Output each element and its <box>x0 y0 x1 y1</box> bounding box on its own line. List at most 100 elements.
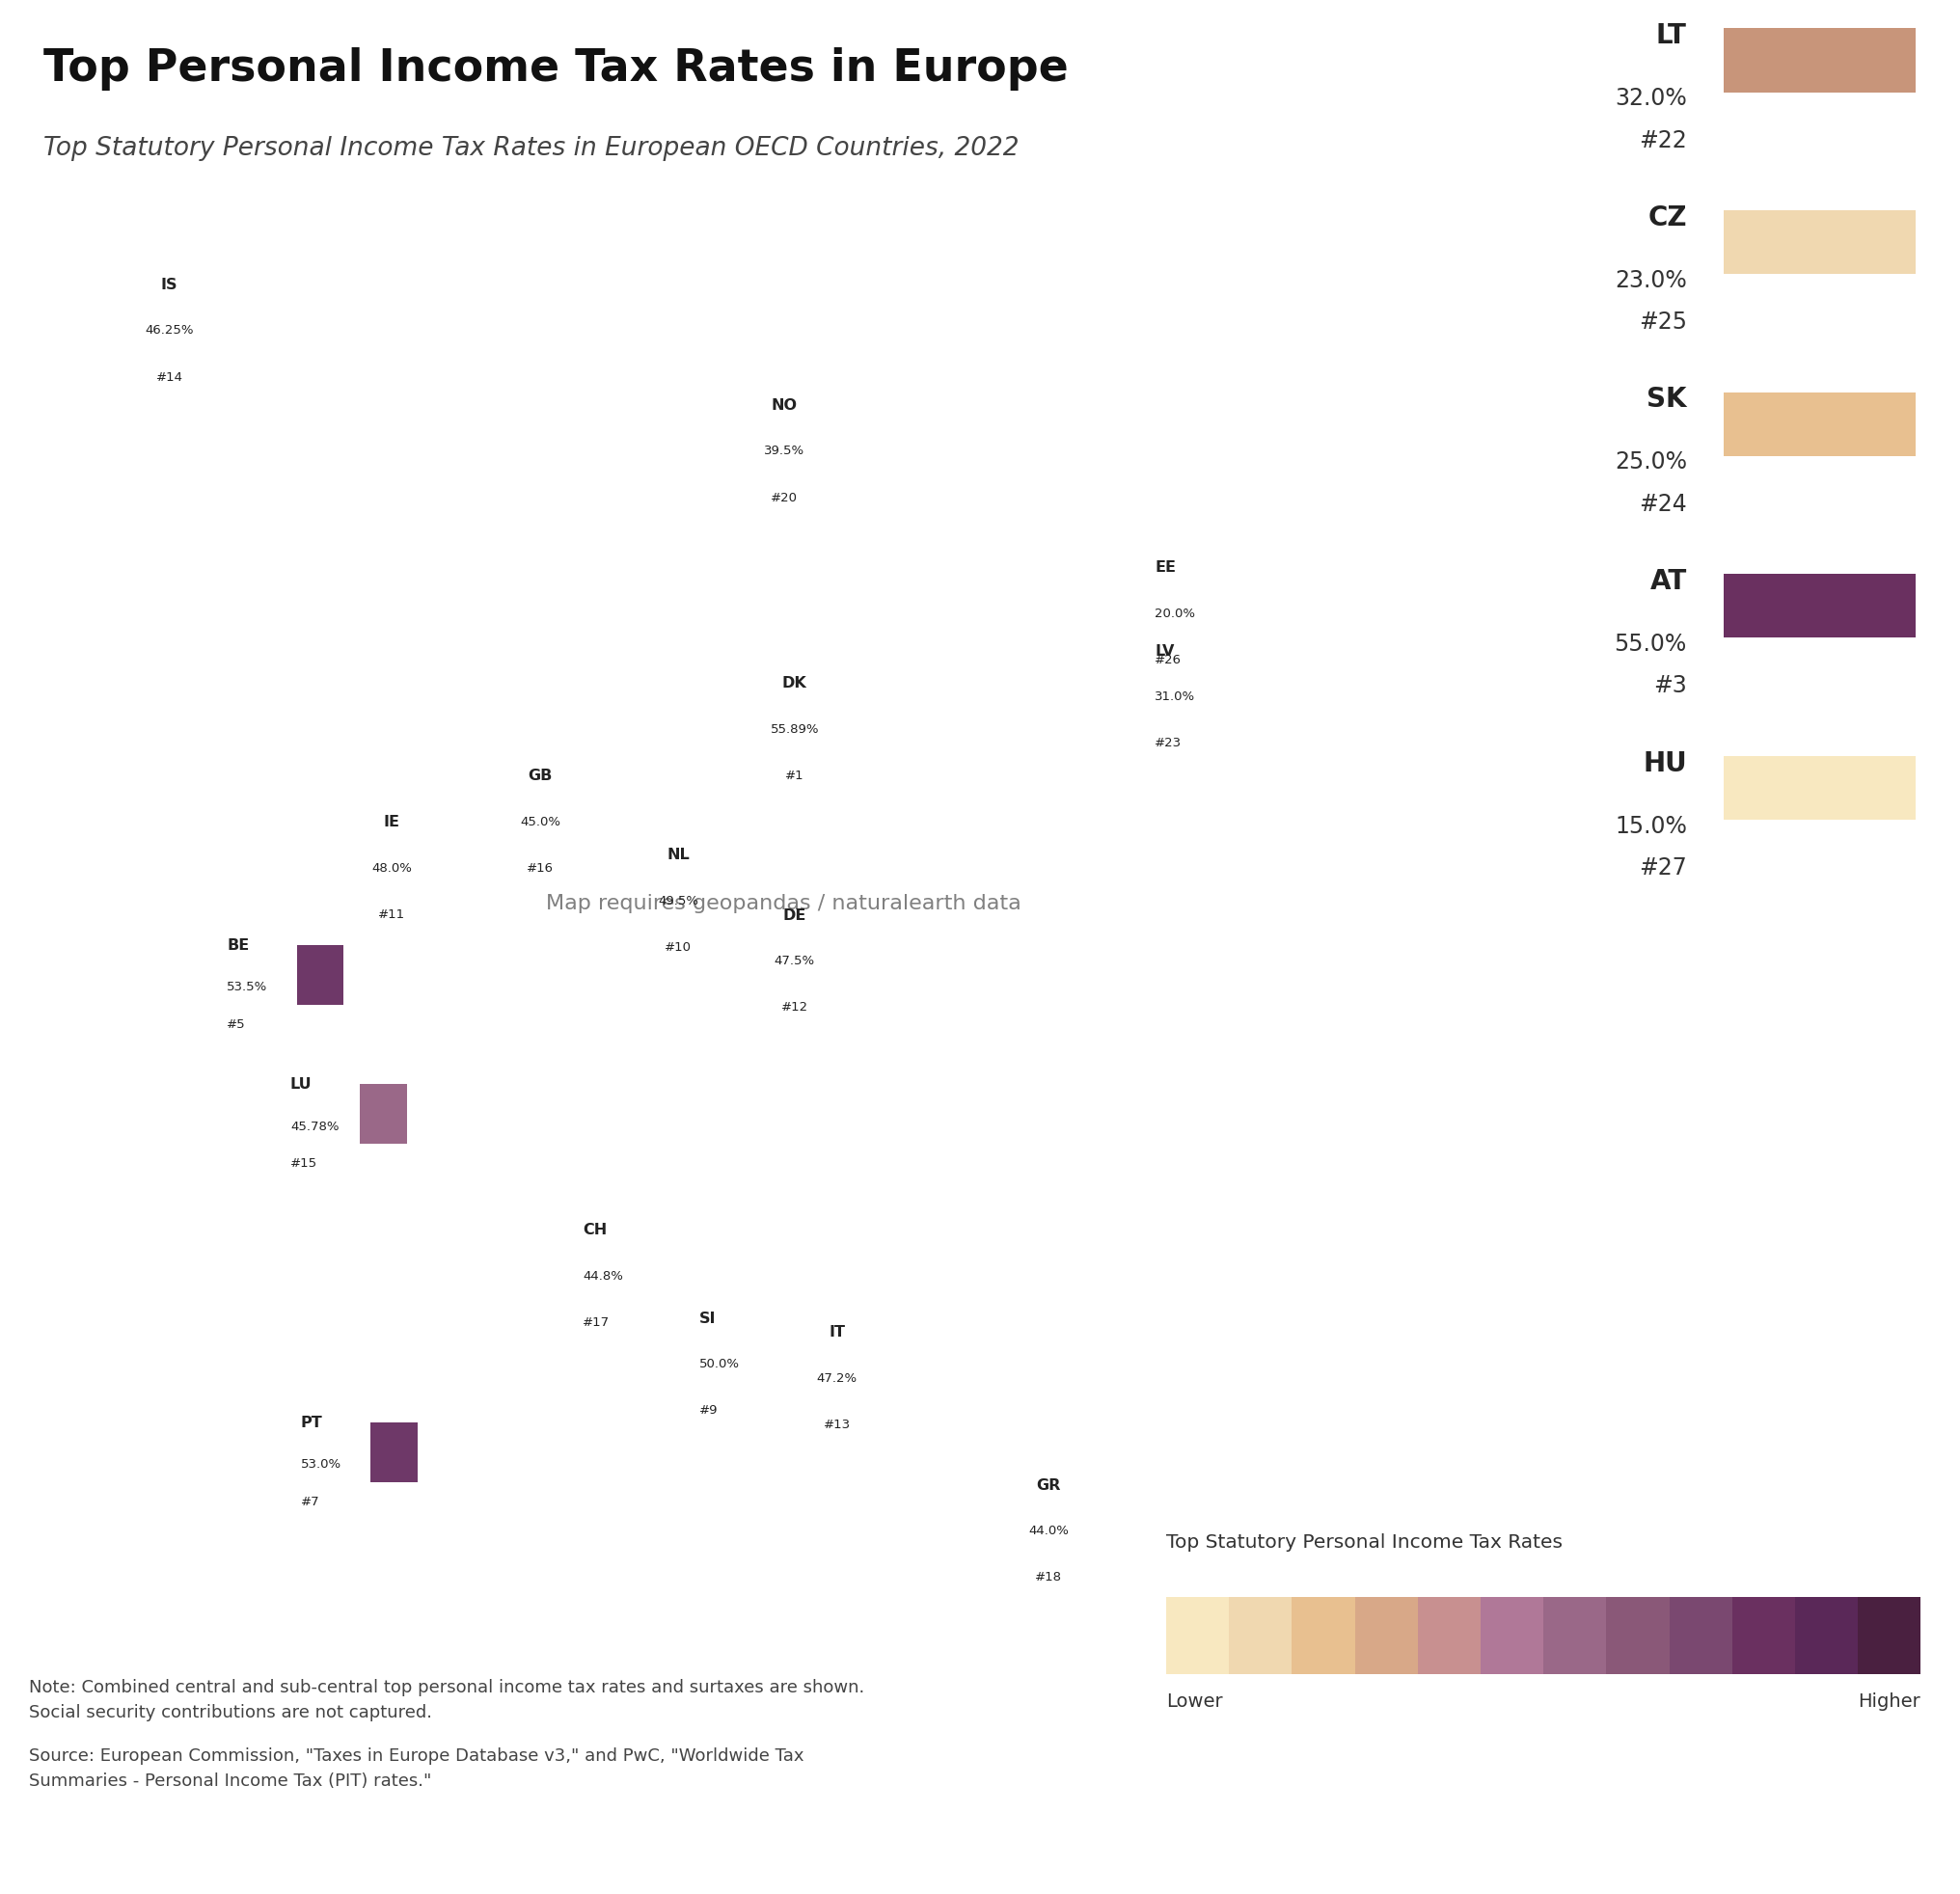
FancyBboxPatch shape <box>1354 1597 1417 1674</box>
Text: DK: DK <box>782 676 808 689</box>
Text: 50.0%: 50.0% <box>700 1358 739 1369</box>
Text: #3: #3 <box>1654 674 1688 697</box>
Text: #6: #6 <box>1135 398 1154 411</box>
FancyBboxPatch shape <box>1292 1597 1354 1674</box>
Text: Higher: Higher <box>1858 1691 1921 1710</box>
Text: Top Personal Income Tax Rates in Europe: Top Personal Income Tax Rates in Europe <box>43 47 1068 91</box>
Text: #15: #15 <box>290 1157 318 1169</box>
Text: ES: ES <box>488 1432 510 1445</box>
Text: #25: #25 <box>1639 311 1688 333</box>
Text: #20: #20 <box>770 491 798 504</box>
Text: 45.78%: 45.78% <box>290 1119 339 1133</box>
Text: #21: #21 <box>982 955 1009 968</box>
FancyBboxPatch shape <box>296 945 343 1006</box>
Text: 55.4%: 55.4% <box>606 1163 645 1176</box>
FancyBboxPatch shape <box>1858 1597 1921 1674</box>
Text: #27: #27 <box>1639 856 1688 879</box>
Text: DE: DE <box>782 907 806 922</box>
Text: CH: CH <box>582 1222 608 1237</box>
Text: SE: SE <box>933 398 955 413</box>
Text: NL: NL <box>666 847 690 862</box>
Text: LU: LU <box>290 1078 312 1091</box>
Text: TAX FOUNDATION: TAX FOUNDATION <box>29 1837 321 1864</box>
Text: FI: FI <box>1137 305 1152 320</box>
FancyBboxPatch shape <box>1723 30 1915 93</box>
Text: IT: IT <box>829 1324 845 1339</box>
Text: 53.0%: 53.0% <box>302 1458 341 1470</box>
FancyBboxPatch shape <box>1480 1597 1543 1674</box>
Text: @TaxFoundation: @TaxFoundation <box>1672 1837 1931 1864</box>
Text: #5: #5 <box>227 1017 245 1030</box>
Text: #22: #22 <box>1639 129 1688 152</box>
Text: 15.0%: 15.0% <box>1615 814 1688 837</box>
Text: #14: #14 <box>157 371 182 383</box>
Text: 48.0%: 48.0% <box>372 862 412 875</box>
Text: 39.5%: 39.5% <box>764 445 804 456</box>
Text: Lower: Lower <box>1166 1691 1223 1710</box>
Text: 52.27%: 52.27% <box>919 445 968 456</box>
Text: #13: #13 <box>823 1419 851 1430</box>
Text: 45.0%: 45.0% <box>519 816 561 828</box>
FancyBboxPatch shape <box>1543 1597 1607 1674</box>
FancyBboxPatch shape <box>1670 1597 1733 1674</box>
Text: SK: SK <box>1646 386 1688 413</box>
FancyBboxPatch shape <box>1607 1597 1670 1674</box>
Text: #24: #24 <box>1639 492 1688 515</box>
Text: #26: #26 <box>1154 653 1182 667</box>
Text: 32.0%: 32.0% <box>1615 87 1688 110</box>
FancyBboxPatch shape <box>1795 1597 1858 1674</box>
Text: FR: FR <box>613 1116 637 1131</box>
Text: 47.5%: 47.5% <box>774 955 815 968</box>
Text: 55.89%: 55.89% <box>770 724 819 735</box>
Text: PT: PT <box>302 1415 323 1430</box>
Text: 40.8%: 40.8% <box>1303 1510 1345 1523</box>
Text: AT: AT <box>1650 568 1688 595</box>
Text: 49.5%: 49.5% <box>659 894 698 907</box>
FancyBboxPatch shape <box>1723 394 1915 456</box>
Text: Top Statutory Personal Income Tax Rates: Top Statutory Personal Income Tax Rates <box>1166 1532 1562 1551</box>
Text: Top Statutory Personal Income Tax Rates in European OECD Countries, 2022: Top Statutory Personal Income Tax Rates … <box>43 136 1019 161</box>
Text: BE: BE <box>227 938 249 953</box>
FancyBboxPatch shape <box>1229 1597 1292 1674</box>
FancyBboxPatch shape <box>1166 1597 1229 1674</box>
Text: #2: #2 <box>615 1208 635 1222</box>
FancyBboxPatch shape <box>1417 1597 1480 1674</box>
Text: Source: European Commission, "Taxes in Europe Database v3," and PwC, "Worldwide : Source: European Commission, "Taxes in E… <box>29 1746 804 1790</box>
Text: #8: #8 <box>933 491 953 504</box>
Text: 31.0%: 31.0% <box>1154 689 1196 703</box>
Text: 44.8%: 44.8% <box>582 1269 623 1282</box>
Text: IE: IE <box>384 814 400 830</box>
Text: GB: GB <box>527 769 553 782</box>
Text: LT: LT <box>1656 23 1688 49</box>
Text: #10: #10 <box>664 941 692 953</box>
Text: #9: #9 <box>700 1403 717 1417</box>
Text: CZ: CZ <box>1648 205 1688 231</box>
Text: PL: PL <box>986 862 1007 875</box>
FancyBboxPatch shape <box>1723 212 1915 275</box>
Text: 54.0%: 54.0% <box>478 1477 517 1491</box>
Text: 25.0%: 25.0% <box>1615 451 1688 474</box>
Text: 20.0%: 20.0% <box>1154 606 1196 619</box>
Text: 36.0%: 36.0% <box>976 907 1015 920</box>
Text: Map requires geopandas / naturalearth data: Map requires geopandas / naturalearth da… <box>547 894 1021 913</box>
Text: #11: #11 <box>378 907 406 920</box>
Text: TR: TR <box>1313 1464 1335 1477</box>
FancyBboxPatch shape <box>1733 1597 1795 1674</box>
Text: 23.0%: 23.0% <box>1615 269 1688 292</box>
Text: EE: EE <box>1154 561 1176 574</box>
Text: Note: Combined central and sub-central top personal income tax rates and surtaxe: Note: Combined central and sub-central t… <box>29 1678 864 1722</box>
Text: #18: #18 <box>1035 1570 1062 1583</box>
Text: #7: #7 <box>302 1494 319 1508</box>
Text: #4: #4 <box>488 1525 508 1536</box>
FancyBboxPatch shape <box>361 1083 408 1144</box>
Text: IS: IS <box>161 277 178 292</box>
Text: 44.0%: 44.0% <box>1029 1525 1068 1536</box>
Text: SI: SI <box>700 1311 715 1326</box>
Text: LV: LV <box>1154 644 1174 657</box>
Text: NO: NO <box>770 398 798 413</box>
Text: GR: GR <box>1037 1477 1060 1492</box>
Text: 53.4%: 53.4% <box>1123 352 1164 366</box>
Text: HU: HU <box>1642 750 1688 777</box>
Text: #23: #23 <box>1154 737 1182 750</box>
Text: #1: #1 <box>786 769 804 782</box>
